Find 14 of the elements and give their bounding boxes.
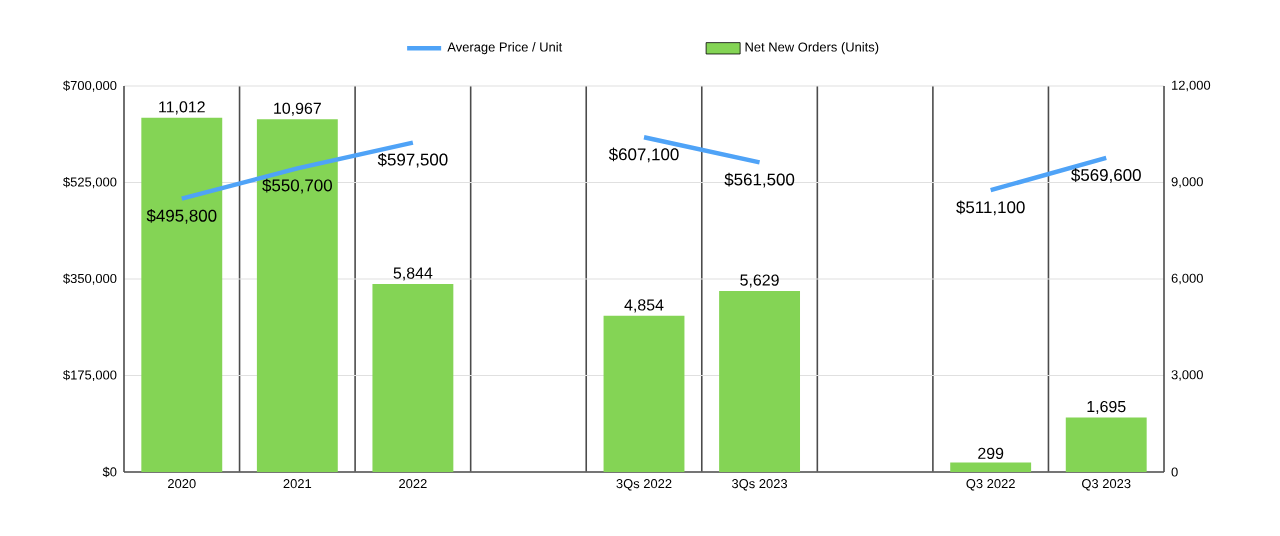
bar: [141, 117, 223, 472]
data-label: $569,600: [1071, 168, 1141, 183]
data-label: $495,800: [146, 208, 217, 224]
bar: [372, 284, 454, 472]
data-label: $597,500: [377, 152, 448, 168]
data-label: $561,500: [724, 172, 795, 188]
data-label: $550,700: [262, 178, 332, 194]
data-label: $511,100: [956, 200, 1025, 216]
data-label: $607,100: [608, 147, 679, 163]
bar: [256, 119, 338, 472]
bar: [719, 290, 801, 472]
bar: [1065, 417, 1147, 472]
bar: [603, 315, 685, 472]
bar: [950, 462, 1032, 472]
